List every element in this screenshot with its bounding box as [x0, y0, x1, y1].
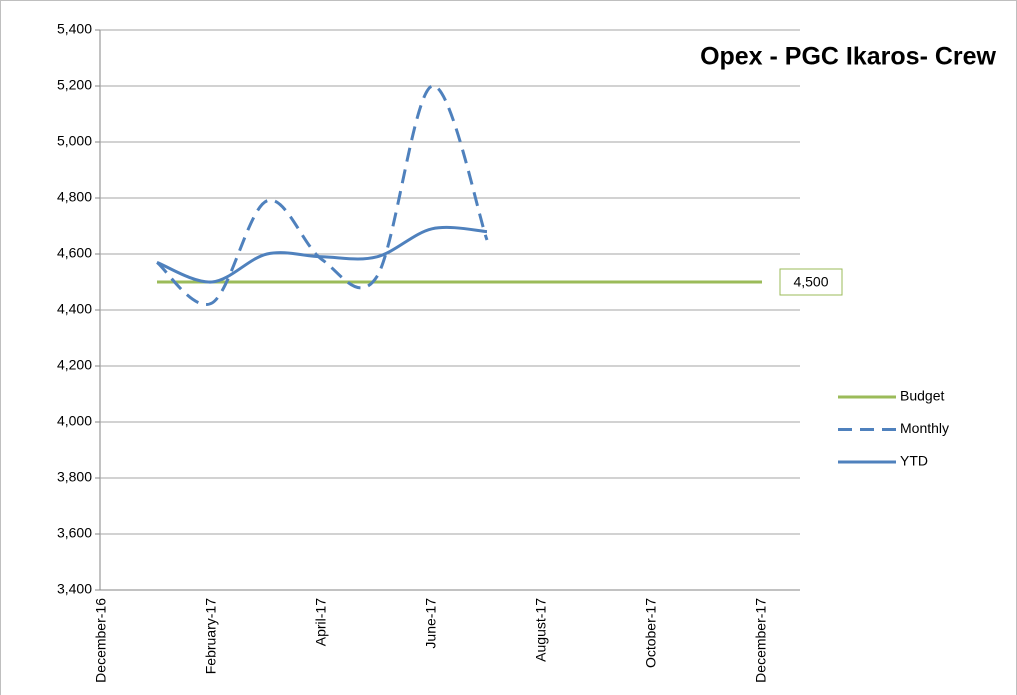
x-tick-label: October-17 — [643, 598, 659, 668]
series-line — [156, 84, 489, 307]
x-tick-label: August-17 — [533, 598, 549, 662]
y-tick-label: 3,400 — [57, 581, 92, 597]
y-tick-label: 4,400 — [57, 301, 92, 317]
x-tick-label: December-16 — [93, 598, 109, 683]
y-tick-label: 5,000 — [57, 133, 92, 149]
legend-label: YTD — [900, 453, 928, 469]
y-tick-label: 4,600 — [57, 245, 92, 261]
legend-label: Budget — [900, 388, 944, 404]
x-tick-label: June-17 — [423, 598, 439, 649]
x-tick-label: April-17 — [313, 598, 329, 646]
chart-title: Opex - PGC Ikaros- Crew — [700, 43, 996, 71]
y-tick-label: 5,200 — [57, 77, 92, 93]
y-tick-label: 3,600 — [57, 525, 92, 541]
data-label: 4,500 — [793, 274, 828, 290]
series-line — [156, 225, 488, 284]
x-tick-label: December-17 — [753, 598, 769, 683]
data-label-box — [779, 268, 843, 296]
y-tick-label: 4,000 — [57, 413, 92, 429]
y-tick-label: 5,400 — [57, 21, 92, 37]
y-tick-label: 3,800 — [57, 469, 92, 485]
y-tick-label: 4,200 — [57, 357, 92, 373]
x-tick-label: February-17 — [203, 598, 219, 674]
legend-label: Monthly — [900, 420, 949, 436]
y-tick-label: 4,800 — [57, 189, 92, 205]
